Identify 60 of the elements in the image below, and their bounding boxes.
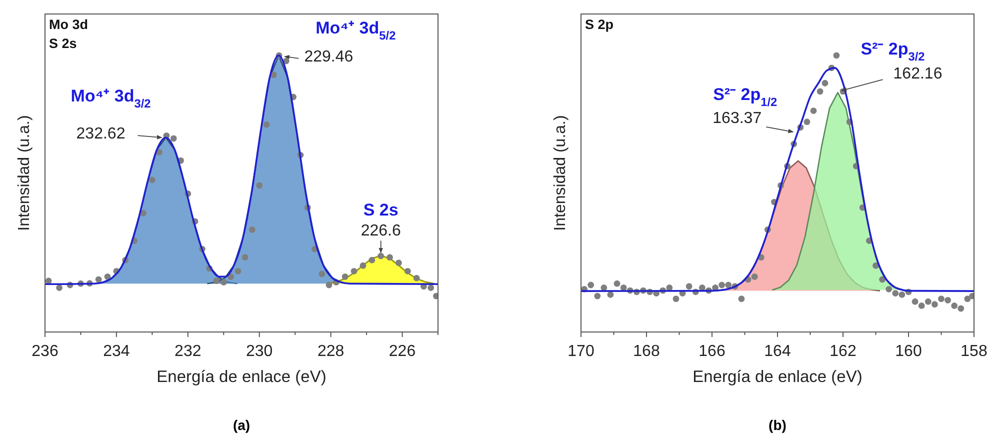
point xyxy=(270,72,277,78)
point xyxy=(404,268,411,274)
x-tick-label: 236 xyxy=(32,343,58,360)
text: (b) xyxy=(768,417,786,433)
annotation: 163.37 xyxy=(712,110,762,128)
point xyxy=(326,282,332,288)
point xyxy=(318,270,326,278)
x-tick-label: 232 xyxy=(174,343,202,360)
annotation: 229.46 xyxy=(304,48,354,66)
x-tick-label: 226 xyxy=(388,343,416,360)
annotation: Mo⁴⁺ 3d$_{3/2}$ xyxy=(70,87,152,111)
annotation: 162.16 xyxy=(893,66,942,83)
point xyxy=(170,135,177,142)
point xyxy=(368,256,376,264)
point xyxy=(249,226,256,233)
point xyxy=(228,273,234,280)
point xyxy=(220,279,227,286)
point xyxy=(428,284,434,291)
y-axis-title: Intensidad (u.a.) xyxy=(552,115,569,231)
point xyxy=(256,182,263,189)
x-tick-label: 228 xyxy=(317,343,344,360)
y-axis-title: Intensidad (u.a.) xyxy=(16,115,33,231)
text: Mo 3d xyxy=(49,17,88,32)
point xyxy=(413,274,420,282)
point xyxy=(104,273,111,280)
x-tick-label: 170 xyxy=(568,343,594,360)
point xyxy=(234,268,242,274)
point xyxy=(378,252,384,260)
text: S 2s xyxy=(49,36,77,51)
annotation: 232.62 xyxy=(76,126,126,143)
point xyxy=(56,284,62,291)
x-tick-label: 160 xyxy=(895,343,922,360)
x-tick-label: 162 xyxy=(830,343,856,360)
annotation: S²⁻ 2p$_{3/2}$ xyxy=(860,40,926,64)
x-tick-label: 166 xyxy=(698,343,726,360)
point xyxy=(242,254,248,261)
annotation: S 2s xyxy=(363,201,398,220)
point xyxy=(360,262,366,269)
point xyxy=(213,278,220,284)
point xyxy=(156,149,163,156)
point xyxy=(342,273,348,280)
point xyxy=(396,260,402,266)
point xyxy=(350,268,358,274)
text: (a) xyxy=(232,417,250,433)
x-tick-label: 164 xyxy=(764,343,791,360)
x-tick-label: 158 xyxy=(960,343,988,360)
point xyxy=(95,276,102,283)
x-tick-label: 168 xyxy=(633,343,660,360)
point xyxy=(140,210,146,216)
x-axis-title: Energía de enlace (eV) xyxy=(156,368,326,386)
annotation: Mo⁴⁺ 3d$_{5/2}$ xyxy=(316,18,396,43)
x-axis-title: Energía de enlace (eV) xyxy=(692,368,862,386)
annotation: S²⁻ 2p$_{1/2}$ xyxy=(713,85,778,110)
x-tick-label: 230 xyxy=(246,343,273,360)
annotation: 226.6 xyxy=(360,222,401,240)
point xyxy=(263,121,270,128)
point xyxy=(148,176,156,184)
text: S 2p xyxy=(585,17,614,32)
x-tick-label: 234 xyxy=(103,343,130,360)
point xyxy=(386,254,393,261)
